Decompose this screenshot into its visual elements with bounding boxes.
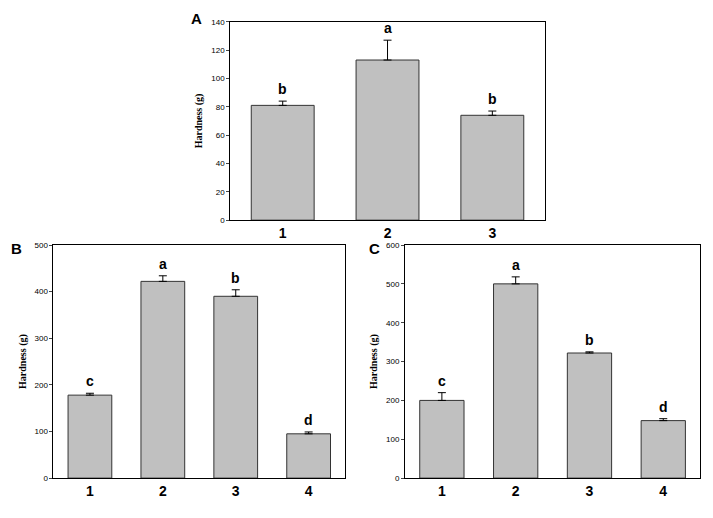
svg-text:3: 3 xyxy=(586,483,594,499)
svg-text:2: 2 xyxy=(159,483,167,499)
svg-text:a: a xyxy=(512,257,520,273)
svg-text:140: 140 xyxy=(211,18,225,27)
svg-text:400: 400 xyxy=(386,319,400,328)
svg-text:b: b xyxy=(585,332,594,348)
svg-text:0: 0 xyxy=(43,474,48,483)
svg-text:b: b xyxy=(488,91,497,107)
svg-text:c: c xyxy=(438,373,446,389)
svg-text:100: 100 xyxy=(211,74,225,83)
svg-text:100: 100 xyxy=(35,427,49,436)
svg-text:120: 120 xyxy=(211,46,225,55)
svg-text:0: 0 xyxy=(395,474,400,483)
svg-text:600: 600 xyxy=(386,241,400,250)
svg-text:B: B xyxy=(11,240,22,257)
svg-text:b: b xyxy=(278,81,287,97)
svg-text:d: d xyxy=(304,412,313,428)
svg-text:1: 1 xyxy=(86,483,94,499)
svg-text:0: 0 xyxy=(220,216,225,225)
svg-text:60: 60 xyxy=(216,131,225,140)
svg-text:500: 500 xyxy=(386,280,400,289)
svg-text:b: b xyxy=(231,270,240,286)
svg-text:20: 20 xyxy=(216,188,225,197)
svg-text:200: 200 xyxy=(35,381,49,390)
svg-text:a: a xyxy=(159,256,167,272)
svg-text:80: 80 xyxy=(216,103,225,112)
svg-text:Hardness (g): Hardness (g) xyxy=(193,94,205,149)
svg-text:d: d xyxy=(659,399,668,415)
svg-text:200: 200 xyxy=(386,396,400,405)
svg-text:4: 4 xyxy=(659,483,667,499)
svg-text:2: 2 xyxy=(512,483,520,499)
svg-text:c: c xyxy=(86,373,94,389)
svg-text:500: 500 xyxy=(35,241,49,250)
svg-text:1: 1 xyxy=(279,225,287,241)
svg-text:4: 4 xyxy=(305,483,313,499)
svg-text:400: 400 xyxy=(35,287,49,296)
svg-text:40: 40 xyxy=(216,159,225,168)
svg-text:300: 300 xyxy=(386,357,400,366)
svg-text:3: 3 xyxy=(232,483,240,499)
svg-text:3: 3 xyxy=(488,225,496,241)
svg-text:100: 100 xyxy=(386,435,400,444)
svg-text:Hardness (g): Hardness (g) xyxy=(17,334,29,389)
svg-text:Hardness (g): Hardness (g) xyxy=(368,334,380,389)
svg-text:A: A xyxy=(191,10,202,27)
svg-text:300: 300 xyxy=(35,334,49,343)
svg-text:C: C xyxy=(369,240,380,257)
svg-text:2: 2 xyxy=(384,225,392,241)
svg-text:a: a xyxy=(384,20,392,36)
svg-text:1: 1 xyxy=(438,483,446,499)
